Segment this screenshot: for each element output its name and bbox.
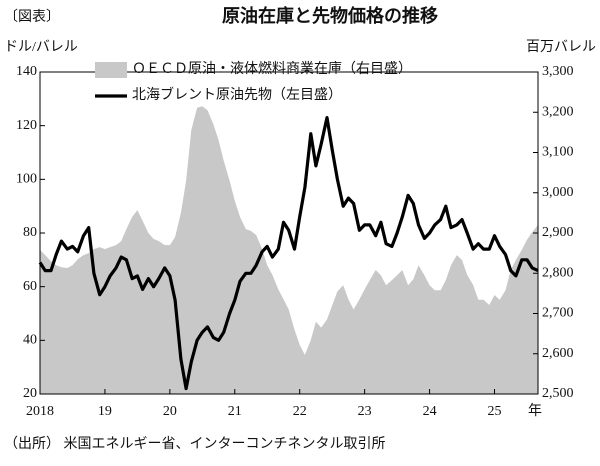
y2-tick-label: 2,700 [542, 306, 574, 321]
y2-tick-label: 2,900 [542, 225, 574, 240]
inventory-area [40, 106, 538, 394]
y-tick-label: 60 [23, 279, 37, 294]
x-tick-label: 23 [358, 404, 372, 419]
y-tick-label: 100 [16, 172, 37, 187]
y2-axis-label: 百万バレル [526, 39, 596, 55]
legend-label: 北海ブレント原油先物（左目盛） [132, 86, 342, 103]
y-tick-label: 40 [23, 333, 37, 348]
y2-tick-label: 3,300 [542, 64, 574, 79]
source-note: （出所） 米国エネルギー省、インターコンチネンタル取引所 [4, 436, 386, 452]
y2-tick-label: 3,000 [542, 185, 574, 200]
x-tick-label: 21 [228, 404, 242, 419]
x-tick-label: 19 [98, 404, 112, 419]
chart-tag: 〔図表〕 [4, 9, 60, 25]
chart-title: 原油在庫と先物価格の推移 [222, 5, 438, 26]
legend-swatch [95, 62, 127, 78]
y-tick-label: 140 [16, 64, 37, 79]
y2-tick-label: 3,100 [542, 145, 574, 160]
y2-tick-label: 3,200 [542, 104, 574, 119]
y-tick-label: 80 [23, 225, 37, 240]
y-tick-label: 120 [16, 118, 37, 133]
x-tick-label: 22 [293, 404, 307, 419]
x-axis-unit: 年 [528, 403, 542, 419]
y2-tick-label: 2,600 [542, 346, 574, 361]
y2-tick-label: 2,500 [542, 386, 574, 401]
x-tick-label: 2018 [26, 404, 54, 419]
y-axis-label: ドル/バレル [4, 40, 78, 55]
y-tick-label: 20 [23, 386, 37, 401]
x-tick-label: 20 [163, 404, 177, 419]
x-tick-label: 25 [487, 404, 501, 419]
legend-label: ＯＥＣＤ原油・液体燃料商業在庫（右目盛） [132, 60, 412, 77]
price-line [38, 116, 539, 391]
plot-area [38, 106, 539, 394]
y2-tick-label: 2,800 [542, 265, 574, 280]
x-tick-label: 24 [423, 404, 437, 419]
